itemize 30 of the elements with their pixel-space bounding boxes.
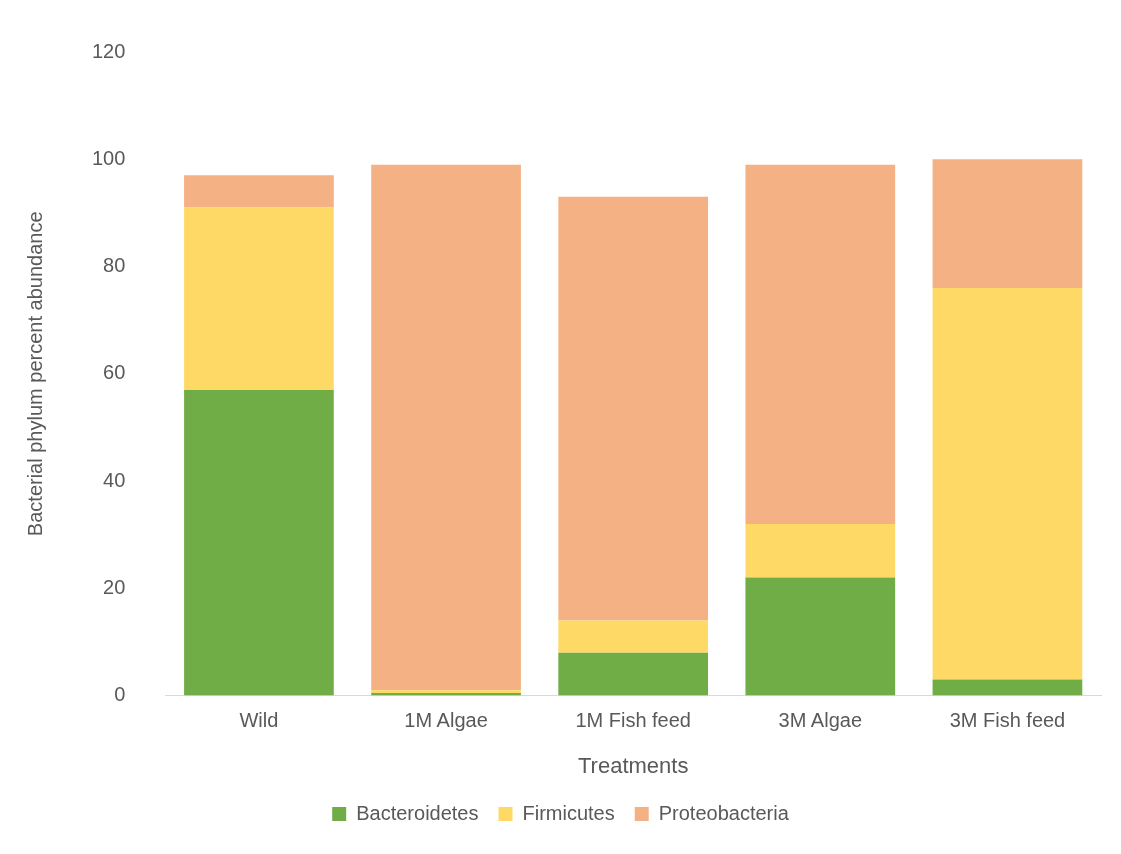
bar [745,577,896,696]
y-tick-label: 0 [114,683,126,706]
y-tick-label: 60 [103,361,126,384]
bar [558,620,709,653]
legend-label: Proteobacteria [658,801,790,824]
x-tick-label: 3M Fish feed [949,709,1066,732]
x-axis-title: Treatments [577,752,689,778]
y-tick-label: 80 [103,254,126,277]
bar [371,164,521,691]
bar [184,175,334,208]
legend-label: Firmicutes [522,801,615,824]
x-tick-label: 1M Algae [404,709,488,732]
bar [932,679,1083,696]
bar [745,523,896,578]
y-tick-label: 120 [91,39,126,62]
x-tick-label: Wild [239,709,279,732]
bar [184,207,334,390]
x-tick-label: 1M Fish feed [575,709,691,732]
bar [745,164,896,524]
bar [184,389,334,696]
bar [558,196,709,621]
y-tick-label: 20 [103,575,126,598]
y-tick-label: 100 [91,146,126,169]
legend-label: Bacteroidetes [356,801,479,824]
bar [558,652,709,696]
bar [932,287,1083,680]
y-axis-title: Bacterial phylum percent abundance [23,211,46,537]
x-tick-label: 3M Algae [778,709,863,732]
y-tick-label: 40 [103,468,126,491]
bar [932,159,1083,288]
